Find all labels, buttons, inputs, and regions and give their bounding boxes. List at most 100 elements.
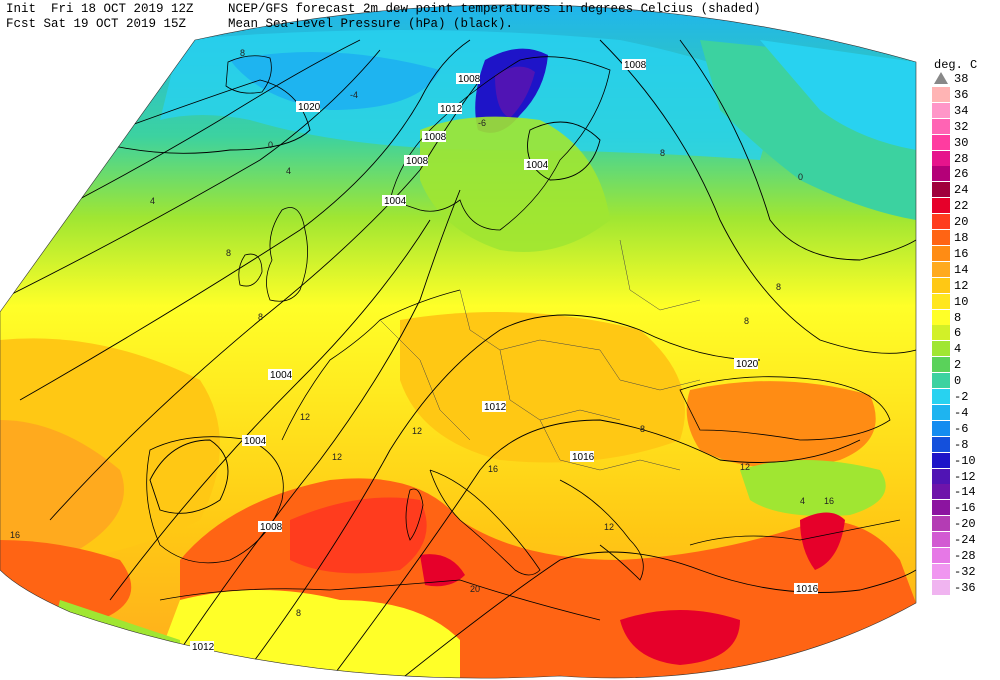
legend-swatch bbox=[932, 245, 950, 261]
legend-swatch bbox=[932, 102, 950, 118]
legend-level-label: -2 bbox=[954, 390, 969, 404]
legend-level-label: 12 bbox=[954, 278, 969, 293]
legend-level-label: 14 bbox=[954, 262, 969, 277]
isobar-label: 1012 bbox=[484, 402, 507, 413]
dewpoint-label: 16 bbox=[488, 464, 498, 474]
legend-swatch bbox=[932, 309, 950, 325]
legend-level-label: 36 bbox=[954, 87, 969, 102]
isobar-label: 1008 bbox=[406, 156, 429, 167]
dewpoint-label: 8 bbox=[660, 148, 665, 158]
legend-level-label: 38 bbox=[954, 72, 969, 86]
run-times: Init Fri 18 OCT 2019 12Z Fcst Sat 19 OCT… bbox=[6, 2, 194, 32]
dewpoint-label: 4 bbox=[286, 166, 291, 176]
dewpoint-label: 12 bbox=[300, 412, 310, 422]
legend-level-label: -12 bbox=[954, 469, 976, 484]
title-line-2: Mean Sea-Level Pressure (hPa) (black). bbox=[228, 17, 514, 31]
legend-swatch bbox=[932, 436, 950, 452]
shaded-field bbox=[0, 4, 916, 679]
legend-swatch bbox=[932, 341, 950, 357]
dewpoint-label: 0 bbox=[268, 140, 273, 150]
isobars bbox=[0, 39, 916, 679]
isobar-label: 1008 bbox=[260, 522, 283, 533]
legend-swatch bbox=[932, 548, 950, 563]
isobar-label: 1004 bbox=[270, 370, 293, 381]
legend-level-label: 2 bbox=[954, 358, 962, 373]
legend-level-label: 8 bbox=[954, 310, 962, 325]
dewpoint-label: 4 bbox=[800, 496, 805, 506]
map-title: NCEP/GFS forecast 2m dew point temperatu… bbox=[228, 2, 761, 32]
legend-swatch bbox=[932, 563, 950, 579]
dewpoint-label: 16 bbox=[10, 530, 20, 540]
dewpoint-label: 8 bbox=[744, 316, 749, 326]
dewpoint-label: -6 bbox=[478, 118, 486, 128]
legend-level-label: 30 bbox=[954, 135, 969, 150]
legend-swatch bbox=[932, 86, 950, 102]
legend-level-label: -8 bbox=[954, 437, 969, 452]
dewpoint-label: 16 bbox=[824, 496, 834, 506]
legend-swatch bbox=[932, 532, 950, 548]
legend-level-label: -4 bbox=[954, 405, 969, 420]
legend-swatch bbox=[932, 230, 950, 245]
dewpoint-labels: 8 -4 0 4 4 8 8 12 16 12 16 12 12 20 8 8 … bbox=[10, 48, 834, 618]
legend-level-label: 10 bbox=[954, 294, 969, 309]
isobar-label: 1008 bbox=[624, 60, 647, 71]
isobar-label: 1004 bbox=[526, 160, 549, 171]
legend-swatch bbox=[932, 389, 950, 404]
legend-level-label: 18 bbox=[954, 231, 969, 245]
legend-swatch bbox=[932, 579, 950, 595]
legend-level-label: -20 bbox=[954, 517, 976, 532]
isobar-label: 1016 bbox=[796, 584, 819, 595]
dewpoint-label: 8 bbox=[776, 282, 781, 292]
color-legend: deg. C 38 36 34 32 30 28 26 24 22 20 18 16 14 12 10 8 6 4… bbox=[922, 58, 992, 618]
isobar-labels: 1008 1020 1012 1008 1004 1008 1004 1008 … bbox=[190, 59, 819, 653]
isobar-label: 1008 bbox=[458, 74, 481, 85]
dewpoint-label: 12 bbox=[740, 462, 750, 472]
legend-level-label: 28 bbox=[954, 151, 969, 166]
dewpoint-label: -4 bbox=[350, 90, 358, 100]
legend-swatch bbox=[932, 277, 950, 293]
coastlines bbox=[146, 55, 901, 621]
dewpoint-label: 8 bbox=[258, 312, 263, 322]
legend-level-label: 24 bbox=[954, 183, 969, 198]
legend-swatch bbox=[932, 468, 950, 484]
legend-level-label: -14 bbox=[954, 485, 976, 500]
legend-level-label: 26 bbox=[954, 167, 969, 182]
isobar-label: 1004 bbox=[244, 436, 267, 447]
legend-swatch bbox=[932, 166, 950, 182]
legend-arrow-icon bbox=[934, 72, 948, 84]
dewpoint-label: 4 bbox=[150, 196, 155, 206]
dewpoint-label: 8 bbox=[240, 48, 245, 58]
isobar-label: 1020 bbox=[298, 102, 321, 113]
legend-swatch bbox=[932, 198, 950, 214]
legend-swatch bbox=[932, 150, 950, 166]
dewpoint-label: 0 bbox=[798, 172, 803, 182]
legend-level-label: -6 bbox=[954, 421, 969, 436]
legend-level-label: -32 bbox=[954, 564, 976, 579]
legend-level-label: 20 bbox=[954, 215, 969, 230]
isobar-label: 1004 bbox=[384, 196, 407, 207]
isobar-label: 1012 bbox=[192, 642, 215, 653]
dewpoint-label: 12 bbox=[604, 522, 614, 532]
init-time: Init Fri 18 OCT 2019 12Z bbox=[6, 2, 194, 16]
isobar-label: 1012 bbox=[440, 104, 463, 115]
dewpoint-label: 8 bbox=[640, 424, 645, 434]
dewpoint-label: 8 bbox=[226, 248, 231, 258]
legend-level-label: -16 bbox=[954, 501, 976, 516]
legend-level-label: 0 bbox=[954, 374, 962, 389]
legend-level-label: 6 bbox=[954, 326, 962, 341]
legend-swatch bbox=[932, 420, 950, 436]
dewpoint-label: 8 bbox=[296, 608, 301, 618]
dewpoint-label: 12 bbox=[332, 452, 342, 462]
title-line-1: NCEP/GFS forecast 2m dew point temperatu… bbox=[228, 2, 761, 16]
legend-swatch bbox=[932, 182, 950, 198]
legend-swatch bbox=[932, 452, 950, 468]
map-boundary bbox=[0, 4, 917, 679]
forecast-time: Fcst Sat 19 OCT 2019 15Z bbox=[6, 17, 187, 31]
legend-level-label: 4 bbox=[954, 342, 962, 357]
legend-level-label: -36 bbox=[954, 580, 976, 595]
legend-level-label: 22 bbox=[954, 199, 969, 214]
legend-level-label: -24 bbox=[954, 533, 976, 548]
legend-level-label: 34 bbox=[954, 103, 969, 118]
isobar-label: 1020 bbox=[736, 359, 759, 370]
